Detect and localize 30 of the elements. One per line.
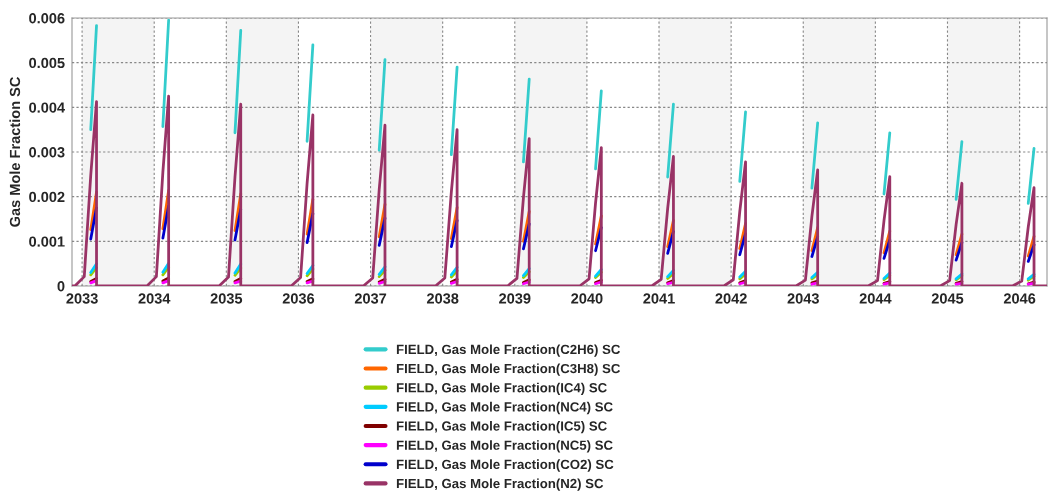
legend-label: FIELD, Gas Mole Fraction(NC4) SC — [396, 401, 613, 415]
x-tick-label: 2043 — [787, 293, 819, 304]
x-tick-label: 2034 — [138, 293, 171, 304]
x-tick-label: 2036 — [282, 293, 315, 304]
legend-label: FIELD, Gas Mole Fraction(C3H8) SC — [396, 363, 621, 376]
x-tick-label: 2040 — [571, 293, 603, 304]
x-tick-label: 2042 — [715, 293, 747, 304]
y-tick-label: 0.005 — [29, 57, 65, 69]
legend-label: FIELD, Gas Mole Fraction(IC5) SC — [396, 421, 607, 434]
x-tick-label: 2039 — [499, 293, 531, 304]
legend-label: FIELD, Gas Mole Fraction(C2H6) SC — [396, 344, 621, 357]
x-tick-label: 2038 — [426, 293, 459, 304]
legend-label: FIELD, Gas Mole Fraction(NC5) SC — [396, 440, 613, 453]
y-tick-label: 0.003 — [29, 147, 65, 158]
x-tick-label: 2041 — [643, 293, 675, 304]
x-tick-label: 2044 — [859, 293, 892, 304]
x-tick-label: 2033 — [66, 293, 98, 304]
x-tick-label: 2046 — [1003, 293, 1036, 304]
y-tick-label: 0.001 — [29, 236, 65, 247]
x-tick-label: 2035 — [210, 293, 243, 304]
y-axis-title: Gas Mole Fraction SC — [9, 77, 21, 227]
y-tick-label: 0.002 — [29, 191, 65, 203]
y-tick-label: 0.004 — [29, 102, 65, 113]
x-tick-label: 2037 — [354, 293, 387, 304]
y-tick-label: 0 — [57, 281, 65, 292]
y-tick-label: 0.006 — [29, 13, 65, 24]
legend-label: FIELD, Gas Mole Fraction(IC4) SC — [396, 382, 607, 395]
legend-label: FIELD, Gas Mole Fraction(CO2) SC — [396, 459, 614, 472]
legend-label: FIELD, Gas Mole Fraction(N2) SC — [396, 478, 604, 491]
x-tick-label: 2045 — [931, 293, 964, 304]
